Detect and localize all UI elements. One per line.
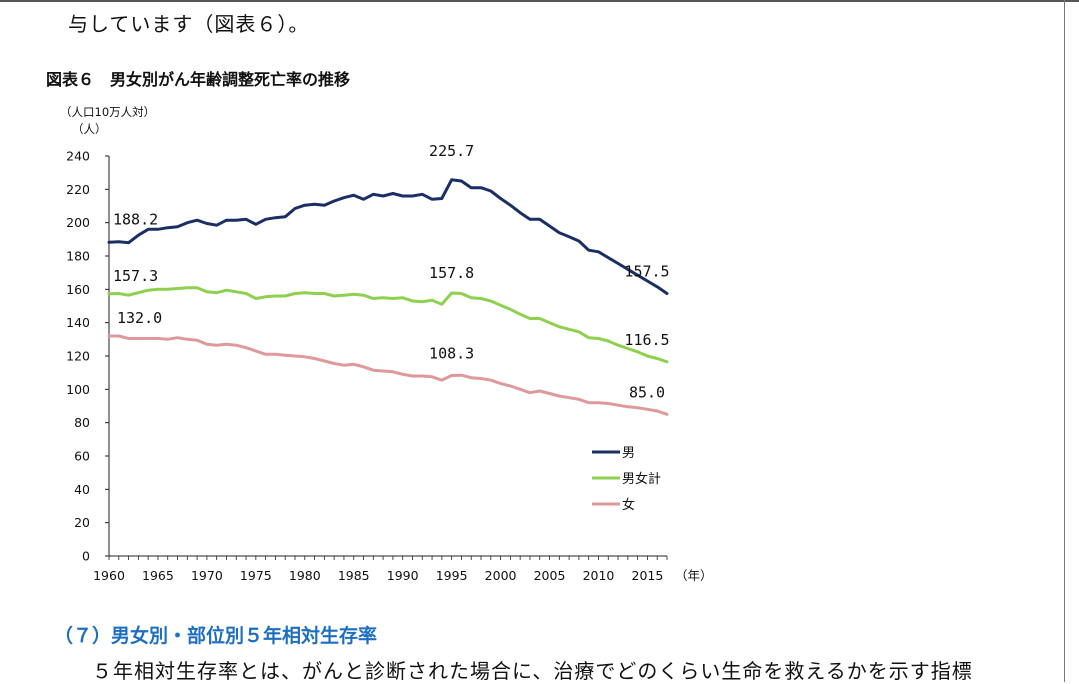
x-tick-label: 2000	[485, 568, 517, 583]
y-tick-label: 120	[66, 349, 90, 364]
data-label: 132.0	[117, 309, 162, 327]
series-line-0	[107, 178, 669, 295]
x-tick-label: 1975	[240, 568, 272, 583]
y-tick-label: 200	[66, 215, 90, 230]
x-tick-label: 1990	[387, 568, 419, 583]
y-tick-label: 160	[66, 282, 90, 297]
x-tick-label: 1965	[142, 568, 174, 583]
body-paragraph: ５年相対生存率とは、がんと診断された場合に、治療でどのくらい生命を救えるかを示す…	[92, 659, 973, 683]
data-label: 157.3	[113, 267, 158, 285]
y-tick-label: 180	[66, 249, 90, 264]
x-tick-label: 2005	[534, 568, 566, 583]
y-tick-label: 100	[66, 382, 90, 397]
page-edge-line	[1064, 0, 1065, 682]
data-label: 116.5	[624, 331, 669, 349]
y-tick-label: 0	[82, 549, 90, 564]
series-line-2	[107, 334, 669, 416]
x-tick-label: 1995	[436, 568, 468, 583]
y-tick-label: 80	[74, 415, 90, 430]
data-label: 108.3	[429, 345, 474, 363]
x-unit-label: （年）	[675, 568, 713, 583]
y-tick-label: 40	[74, 482, 90, 497]
figure-title: 図表６ 男女別がん年齢調整死亡率の推移	[46, 70, 351, 89]
x-tick-label: 1980	[289, 568, 321, 583]
y-tick-label: 20	[74, 515, 90, 530]
x-tick-label: 2015	[632, 568, 664, 583]
x-tick-label: 1985	[338, 568, 370, 583]
legend-label: 男	[622, 446, 635, 461]
data-label: 157.8	[429, 264, 474, 282]
y-unit-label: （人口10万人対）	[60, 105, 156, 119]
y-tick-label: 220	[66, 182, 90, 197]
top-border	[0, 0, 1079, 2]
data-label: 225.7	[429, 142, 474, 160]
series-line-1	[107, 286, 669, 364]
x-tick-label: 1970	[191, 568, 223, 583]
data-label: 157.5	[624, 263, 669, 281]
data-label: 85.0	[629, 383, 665, 401]
y-tick-label: 140	[66, 315, 90, 330]
data-label: 188.2	[113, 210, 158, 228]
y-tick-label: 240	[66, 149, 90, 164]
section-heading: （７）男女別・部位別５年相対生存率	[54, 625, 378, 647]
legend-label: 男女計	[622, 471, 661, 487]
header-text: 与しています（図表６）。	[68, 12, 310, 36]
x-tick-label: 2010	[583, 568, 615, 583]
legend-label: 女	[622, 497, 635, 513]
y-tick-label: 60	[74, 449, 90, 464]
x-tick-label: 1960	[93, 568, 125, 583]
y-unit-label-person: （人）	[72, 122, 107, 136]
